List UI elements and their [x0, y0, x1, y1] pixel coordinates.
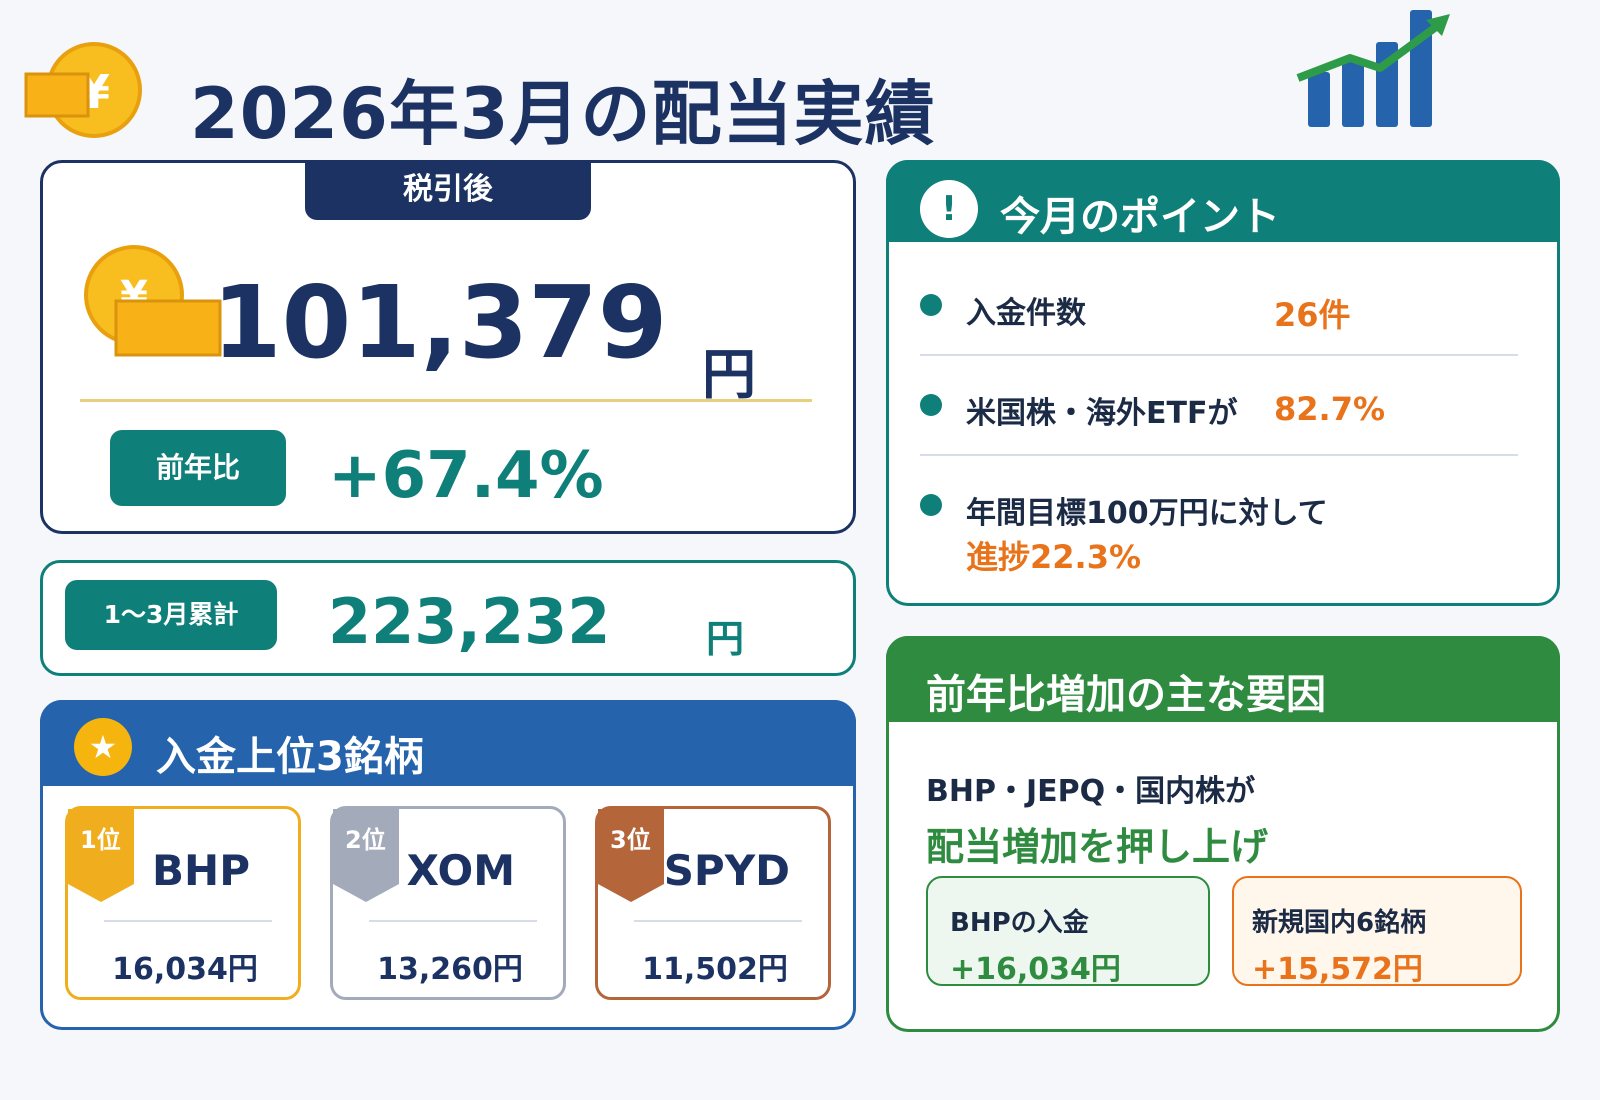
divider: [80, 399, 812, 402]
factors-title: 前年比増加の主な要因: [926, 672, 1326, 718]
cumulative-badge: 1〜3月累計: [65, 580, 277, 650]
rank-ticker: SPYD: [663, 846, 790, 895]
net-dividend-amount: 101,379: [212, 264, 668, 381]
exclamation-icon: !: [920, 180, 978, 238]
points-title: 今月のポイント: [1000, 194, 1280, 240]
factor-box-bhp: [926, 876, 1210, 986]
divider: [920, 354, 1518, 356]
rank-amount: 16,034円: [112, 952, 258, 987]
yoy-badge: 前年比: [110, 430, 286, 506]
point-value: 82.7%: [1274, 390, 1386, 428]
yen-coin-icon: ¥: [24, 42, 142, 138]
net-dividend-unit: 円: [702, 343, 756, 406]
factor-box-label: 新規国内6銘柄: [1252, 908, 1427, 938]
bullet-icon: [920, 294, 942, 316]
page-title: 2026年3月の配当実績: [190, 73, 936, 155]
factors-header: [886, 636, 1560, 722]
rank-ticker: XOM: [406, 846, 515, 895]
rank-ticker: BHP: [152, 846, 250, 895]
divider: [634, 920, 802, 922]
rank-amount: 11,502円: [642, 952, 788, 987]
rank-label: 2位: [345, 826, 386, 854]
rank-ribbon-icon: [333, 809, 399, 902]
top3-title: 入金上位3銘柄: [156, 734, 424, 780]
top3-header: [40, 700, 856, 786]
yen-coin-icon: ¥: [84, 245, 222, 357]
point-label: 米国株・海外ETFが: [966, 396, 1238, 431]
factor-box-value: +15,572円: [1252, 952, 1423, 987]
rank-ribbon-icon: [598, 809, 664, 902]
point-label: 年間目標100万円に対して: [966, 496, 1328, 531]
points-header: [886, 160, 1560, 242]
point-label: 入金件数: [966, 296, 1086, 331]
factor-box-label: BHPの入金: [950, 908, 1089, 938]
cumulative-unit: 円: [706, 617, 745, 661]
cumulative-amount: 223,232: [328, 585, 611, 658]
factor-box-domestic: [1232, 876, 1522, 986]
point-value: 26件: [1274, 296, 1351, 334]
factors-highlight: 配当増加を押し上げ: [926, 825, 1269, 869]
rank-label: 1位: [80, 826, 121, 854]
rank-ribbon-icon: [68, 809, 134, 902]
star-icon: ★: [74, 718, 132, 776]
point-value: 進捗22.3%: [966, 538, 1142, 576]
rank-amount: 13,260円: [377, 952, 523, 987]
bullet-icon: [920, 394, 942, 416]
yoy-value: +67.4%: [328, 439, 604, 513]
divider: [104, 920, 272, 922]
growth-chart-icon: [1296, 10, 1450, 127]
factors-summary: BHP・JEPQ・国内株が: [926, 774, 1256, 809]
rank-label: 3位: [610, 826, 651, 854]
factor-box-value: +16,034円: [950, 952, 1121, 987]
divider: [369, 920, 537, 922]
after-tax-badge: 税引後: [305, 160, 591, 220]
divider: [920, 454, 1518, 456]
bullet-icon: [920, 494, 942, 516]
